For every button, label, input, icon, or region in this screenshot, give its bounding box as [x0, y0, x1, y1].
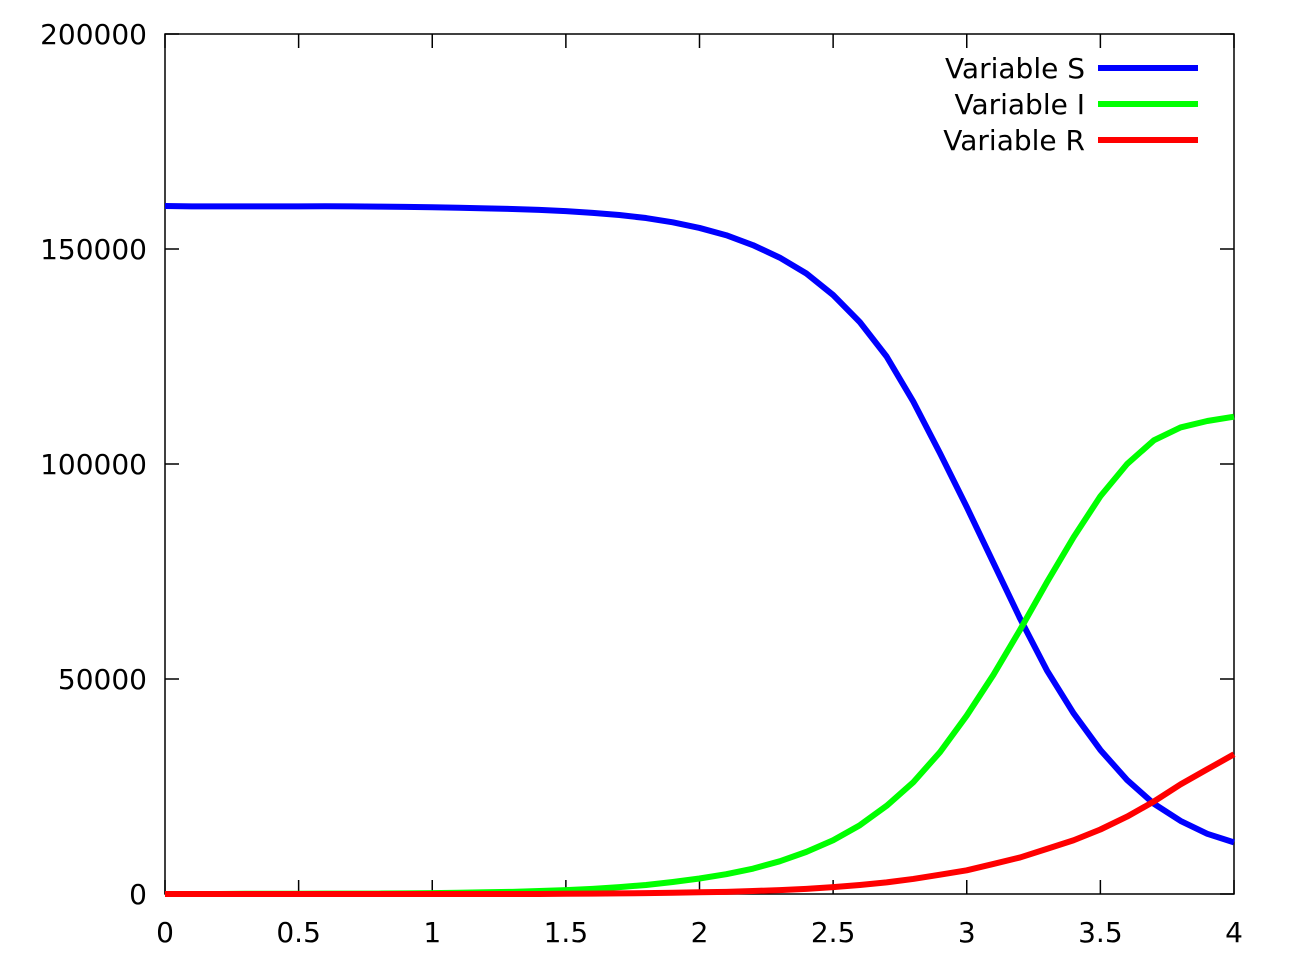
y-tick-label: 0 [129, 878, 147, 911]
series-line-variable-r [165, 751, 1236, 897]
x-tick-label: 2 [691, 916, 709, 949]
x-tick-label: 1.5 [544, 916, 589, 949]
x-tick-label: 1 [423, 916, 441, 949]
x-tick-label: 2.5 [811, 916, 856, 949]
y-tick-label: 150000 [40, 233, 147, 266]
y-tick-label: 200000 [40, 18, 147, 51]
axis-ticks [164, 33, 1235, 895]
x-tick-label: 3 [958, 916, 976, 949]
legend-label-variable-r: Variable R [943, 124, 1085, 157]
x-tick-label: 4 [1225, 916, 1243, 949]
y-tick-label: 100000 [40, 448, 147, 481]
legend-label-variable-i: Variable I [954, 88, 1085, 121]
x-tick-label: 0 [156, 916, 174, 949]
y-axis-tick-labels: 0 50000 100000 150000 200000 [40, 18, 147, 911]
x-tick-label: 3.5 [1078, 916, 1123, 949]
plot-frame [164, 33, 1235, 895]
series-lines [164, 203, 1236, 897]
y-tick-label: 50000 [58, 663, 147, 696]
series-line-variable-s [164, 203, 1235, 846]
x-tick-label: 0.5 [276, 916, 321, 949]
x-axis-tick-labels: 0 0.5 1 1.5 2 2.5 3 3.5 4 [156, 916, 1243, 949]
series-line-variable-i [165, 413, 1235, 897]
legend-label-variable-s: Variable S [945, 52, 1085, 85]
